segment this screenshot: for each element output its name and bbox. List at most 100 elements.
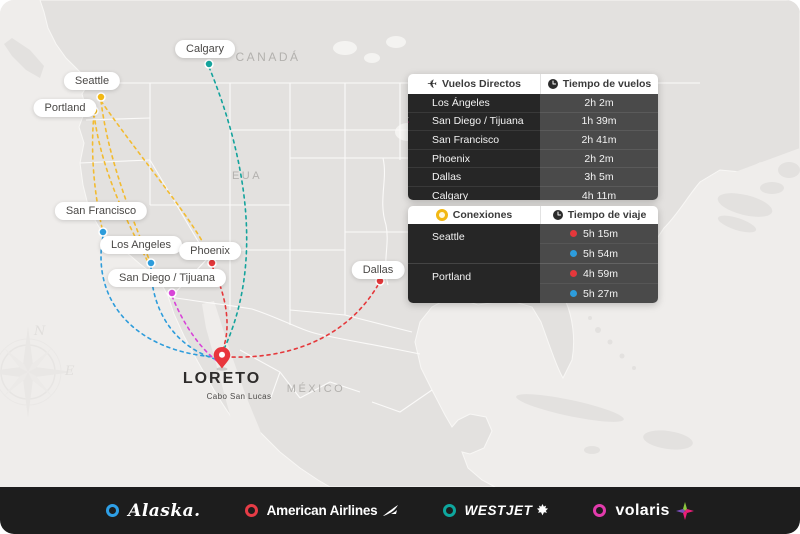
city-label-calgary: Calgary — [175, 40, 235, 58]
maritimes — [717, 162, 800, 233]
route-sf-loreto — [100, 235, 216, 358]
direct-flights-panel: ✈ Vuelos Directos Tiempo de vuelos Los Á… — [408, 74, 658, 200]
time-value: 5h 15m — [583, 227, 619, 240]
airlines-footer: Alaska. American Airlines WESTJET — [0, 487, 800, 534]
time-value: 5h 27m — [583, 287, 619, 300]
route-map: N E — [0, 0, 800, 487]
group-times: 4h 59m 5h 27m — [540, 264, 658, 303]
table-row: Los Ángeles 2h 2m — [408, 94, 658, 113]
row-time: 2h 2m — [584, 152, 614, 165]
volaris-star-icon — [675, 501, 694, 520]
direct-flights-header: ✈ Vuelos Directos Tiempo de vuelos — [408, 74, 658, 94]
travel-time-title-cell: Tiempo de viaje — [540, 206, 658, 224]
american-ring-icon — [244, 504, 258, 517]
row-city: Calgary — [432, 189, 469, 200]
city-label-dallas: Dallas — [351, 261, 405, 279]
table-row: Calgary 4h 11m — [408, 187, 658, 200]
alaska-ring-icon — [106, 504, 120, 517]
connection-group: Portland 4h 59m 5h 27m — [408, 263, 658, 303]
airline-volaris: volaris — [593, 501, 694, 520]
airline-alaska: Alaska. — [106, 501, 200, 521]
clock-icon — [547, 79, 558, 89]
table-row: Dallas 3h 5m — [408, 168, 658, 187]
time-row: 5h 27m — [540, 284, 658, 303]
time-value: 4h 59m — [583, 267, 619, 280]
connections-header: Conexiones Tiempo de viaje — [408, 206, 658, 224]
region-label-mexico: MÉXICO — [286, 383, 346, 395]
volaris-logo: volaris — [615, 501, 670, 519]
route-portland-sf — [91, 113, 103, 229]
row-time: 3h 5m — [584, 171, 614, 184]
connections-body: Seattle 5h 15m 5h 54m Portland — [408, 224, 658, 303]
time-row: 4h 59m — [540, 264, 658, 284]
calgary-marker — [204, 59, 214, 69]
destination-name: LORETO — [182, 370, 262, 387]
travel-time-title: Tiempo de viaje — [567, 209, 647, 221]
vancouver-island — [4, 38, 44, 78]
flight-time-title: Tiempo de vuelos — [562, 78, 652, 90]
airline-american: American Airlines — [244, 503, 399, 518]
city-label-portland: Portland — [33, 99, 97, 117]
connections-title: Conexiones — [452, 209, 513, 221]
blue-route-dot-icon — [570, 250, 577, 257]
compass-n-label: N — [33, 324, 46, 339]
row-time: 2h 2m — [584, 96, 614, 109]
flight-time-title-cell: Tiempo de vuelos — [540, 74, 658, 94]
city-label-san-diego-tijuana: San Diego / Tijuana — [107, 269, 227, 287]
alaska-logo: Alaska. — [128, 500, 201, 521]
destination-subtitle: Cabo San Lucas — [206, 392, 272, 401]
row-city: Dallas — [432, 171, 462, 184]
gulf-of-california — [202, 301, 270, 464]
connection-dot-icon — [435, 209, 448, 221]
st-lawrence — [700, 148, 800, 192]
row-city: Los Ángeles — [432, 96, 490, 109]
phoenix-marker — [207, 258, 217, 268]
blue-route-dot-icon — [570, 290, 577, 297]
group-times: 5h 15m 5h 54m — [540, 224, 658, 263]
airline-westjet: WESTJET — [442, 503, 550, 518]
table-row: CBX San Diego / Tijuana 1h 39m — [408, 113, 658, 132]
connection-group: Seattle 5h 15m 5h 54m — [408, 224, 658, 263]
time-value: 5h 54m — [583, 247, 619, 260]
westjet-ring-icon — [442, 504, 456, 517]
route-calgary-loreto — [208, 66, 248, 350]
eagle-icon — [382, 505, 398, 516]
clock-icon — [552, 210, 563, 220]
city-label-san-francisco: San Francisco — [54, 202, 148, 220]
row-city: San Diego / Tijuana — [432, 115, 524, 128]
volaris-ring-icon — [593, 504, 607, 517]
connections-title-cell: Conexiones — [408, 206, 540, 224]
city-label-seattle: Seattle — [63, 72, 121, 90]
caribbean-islands — [516, 316, 693, 454]
city-label-los-angeles: Los Angeles — [100, 236, 182, 254]
los-angeles-marker — [146, 258, 156, 268]
cbx-badge: CBX — [408, 117, 409, 126]
group-city: Portland — [432, 271, 472, 283]
red-route-dot-icon — [570, 230, 577, 237]
connections-panel: Conexiones Tiempo de viaje Seattle 5h 15… — [408, 206, 658, 303]
region-label-canada: CANADÁ — [235, 50, 301, 64]
american-logo: American Airlines — [266, 503, 378, 518]
san-diego-marker — [167, 288, 177, 298]
row-city: San Francisco — [432, 133, 500, 146]
group-city: Seattle — [432, 231, 465, 243]
direct-flights-title-cell: ✈ Vuelos Directos — [408, 74, 540, 94]
direct-flights-body: Los Ángeles 2h 2m CBX San Diego / Tijuan… — [408, 94, 658, 200]
route-dallas-loreto — [229, 284, 379, 358]
row-time: 4h 11m — [581, 189, 617, 200]
city-label-phoenix: Phoenix — [179, 242, 241, 260]
region-label-usa: EUA — [231, 170, 263, 182]
direct-flights-title: Vuelos Directos — [442, 78, 522, 90]
table-row: Phoenix 2h 2m — [408, 150, 658, 169]
table-row: San Francisco 2h 41m — [408, 131, 658, 150]
time-row: 5h 15m — [540, 224, 658, 244]
plane-icon: ✈ — [426, 77, 438, 91]
time-row: 5h 54m — [540, 244, 658, 263]
compass-rose: N E — [0, 324, 75, 418]
row-time: 1h 39m — [581, 115, 617, 128]
compass-e-label: E — [64, 364, 75, 379]
red-route-dot-icon — [570, 270, 577, 277]
san-francisco-marker — [98, 227, 108, 237]
maple-leaf-icon — [537, 504, 549, 516]
